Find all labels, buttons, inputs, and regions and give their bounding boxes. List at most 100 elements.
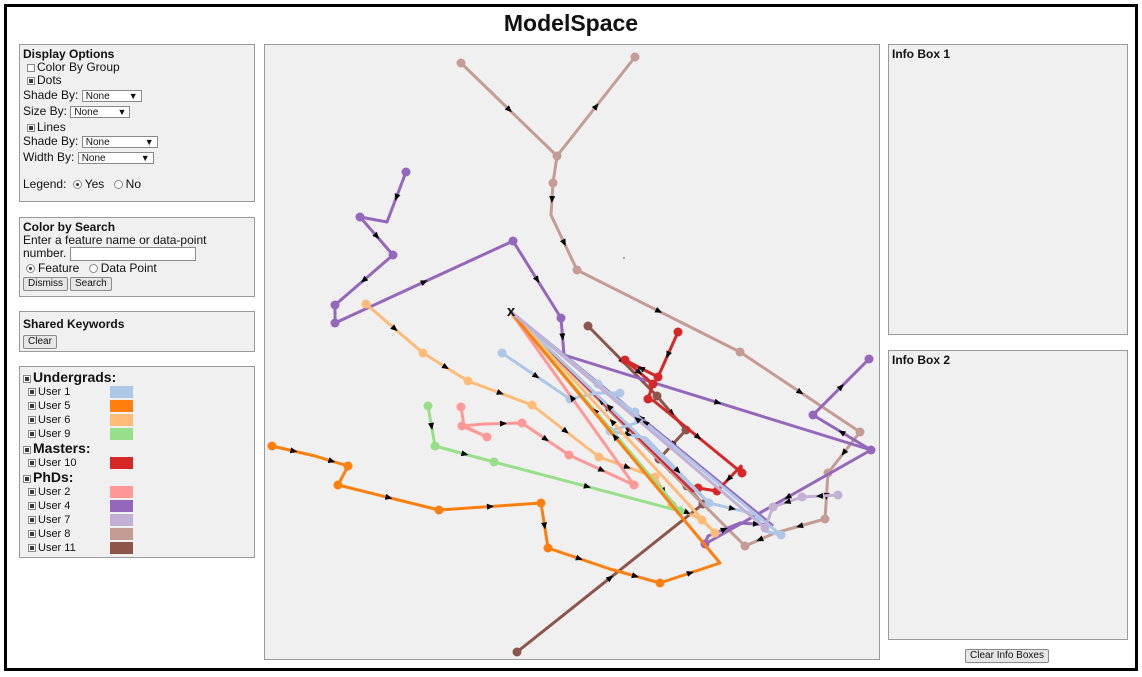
search-input[interactable] — [69, 247, 196, 261]
lines-shade-by-select[interactable]: None ▼ — [81, 135, 158, 148]
legend-color-swatch[interactable] — [110, 414, 133, 426]
data-point-user-10[interactable] — [673, 327, 683, 337]
legend-color-swatch[interactable] — [110, 457, 133, 469]
user-checkbox[interactable] — [28, 416, 36, 424]
legend-group-header[interactable]: Masters: — [23, 441, 251, 456]
data-point-user-2[interactable] — [457, 421, 467, 431]
data-point-user-10[interactable] — [643, 394, 653, 404]
group-checkbox[interactable] — [23, 446, 31, 454]
data-point-user-5[interactable] — [333, 480, 343, 490]
legend-no-radio[interactable] — [113, 180, 123, 189]
legend-color-swatch[interactable] — [110, 528, 133, 540]
data-point-user-6[interactable] — [710, 528, 720, 538]
data-point-user-8[interactable] — [630, 52, 640, 62]
legend-color-swatch[interactable] — [110, 400, 133, 412]
dismiss-button[interactable]: Dismiss — [23, 277, 68, 291]
legend-item[interactable]: User 11 — [23, 541, 251, 555]
color-by-group-checkbox[interactable] — [27, 64, 35, 72]
legend-item[interactable]: User 2 — [23, 485, 251, 499]
size-by-select[interactable]: None ▼ — [70, 105, 131, 118]
clear-keywords-button[interactable]: Clear — [23, 335, 57, 349]
data-point-user-7[interactable] — [760, 523, 770, 533]
user-checkbox[interactable] — [28, 488, 36, 496]
data-point-user-5[interactable] — [536, 498, 546, 508]
user-checkbox[interactable] — [28, 430, 36, 438]
data-point-user-11[interactable] — [512, 647, 522, 657]
dots-option[interactable]: Dots — [23, 74, 251, 87]
clear-info-boxes-button[interactable]: Clear Info Boxes — [965, 649, 1049, 663]
user-checkbox[interactable] — [28, 530, 36, 538]
legend-item[interactable]: User 6 — [23, 413, 251, 427]
data-point-user-5[interactable] — [267, 441, 277, 451]
plot-area[interactable]: x — [264, 44, 880, 660]
data-point-user-5[interactable] — [655, 578, 665, 588]
legend-item[interactable]: User 7 — [23, 513, 251, 527]
data-point-user-4[interactable] — [355, 212, 365, 222]
trajectory-line-user-2[interactable] — [459, 310, 636, 487]
legend-item[interactable]: User 10 — [23, 456, 251, 470]
trajectory-line-user-4[interactable] — [333, 171, 873, 452]
data-point-user-4[interactable] — [330, 300, 340, 310]
convergence-marker[interactable]: x — [507, 303, 516, 320]
data-point-radio[interactable] — [88, 264, 98, 273]
trajectory-plot[interactable]: x — [265, 45, 879, 659]
data-point-user-11[interactable] — [583, 321, 593, 331]
stray-point[interactable] — [623, 257, 625, 259]
data-point-user-2[interactable] — [456, 402, 466, 412]
data-point-user-4[interactable] — [388, 250, 398, 260]
color-by-group-option[interactable]: Color By Group — [23, 61, 251, 74]
data-point-user-10[interactable] — [653, 372, 663, 382]
data-point-user-10[interactable] — [648, 379, 658, 389]
dots-checkbox[interactable] — [27, 77, 35, 85]
data-point-user-4[interactable] — [330, 318, 340, 328]
data-point-user-5[interactable] — [434, 505, 444, 515]
data-point-user-4[interactable] — [401, 167, 411, 177]
legend-item[interactable]: User 5 — [23, 399, 251, 413]
dots-shade-by-select[interactable]: None ▼ — [81, 89, 142, 102]
data-point-user-7[interactable] — [833, 490, 843, 500]
data-point-user-6[interactable] — [463, 376, 473, 386]
data-point-user-4[interactable] — [864, 354, 874, 364]
data-point-user-7[interactable] — [797, 492, 807, 502]
data-point-user-10[interactable] — [737, 468, 747, 478]
data-point-user-8[interactable] — [548, 178, 558, 188]
legend-yes-radio[interactable] — [72, 180, 82, 189]
width-by-select[interactable]: None ▼ — [77, 151, 154, 164]
group-checkbox[interactable] — [23, 375, 31, 383]
data-point-user-1[interactable] — [776, 530, 786, 540]
data-point-user-9[interactable] — [423, 401, 433, 411]
data-point-user-1[interactable] — [497, 348, 507, 358]
data-point-user-7[interactable] — [768, 502, 778, 512]
data-point-user-2[interactable] — [629, 480, 639, 490]
data-point-user-5[interactable] — [343, 461, 353, 471]
data-point-user-10[interactable] — [620, 355, 630, 365]
user-checkbox[interactable] — [28, 502, 36, 510]
legend-color-swatch[interactable] — [110, 486, 133, 498]
data-point-user-11[interactable] — [652, 391, 662, 401]
trajectory-line-user-11[interactable] — [508, 309, 705, 654]
legend-item[interactable]: User 8 — [23, 527, 251, 541]
legend-group-header[interactable]: PhDs: — [23, 470, 251, 485]
data-point-user-8[interactable] — [740, 541, 750, 551]
data-point-user-6[interactable] — [527, 400, 537, 410]
data-point-user-6[interactable] — [594, 452, 604, 462]
data-point-user-6[interactable] — [697, 515, 707, 525]
data-point-user-4[interactable] — [808, 410, 818, 420]
data-point-user-5[interactable] — [543, 543, 553, 553]
data-point-user-2[interactable] — [482, 432, 492, 442]
data-point-user-6[interactable] — [361, 299, 371, 309]
data-point-user-1[interactable] — [615, 388, 625, 398]
legend-color-swatch[interactable] — [110, 514, 133, 526]
data-point-user-8[interactable] — [735, 347, 745, 357]
legend-color-swatch[interactable] — [110, 386, 133, 398]
lines-checkbox[interactable] — [27, 124, 35, 132]
lines-option[interactable]: Lines — [23, 121, 251, 134]
user-checkbox[interactable] — [28, 459, 36, 467]
trajectory-line-user-8[interactable] — [459, 56, 637, 158]
data-point-user-8[interactable] — [855, 427, 865, 437]
search-button[interactable]: Search — [70, 277, 112, 291]
data-point-user-8[interactable] — [572, 265, 582, 275]
trajectory-line-user-9[interactable] — [426, 310, 682, 513]
data-point-user-4[interactable] — [508, 236, 518, 246]
legend-color-swatch[interactable] — [110, 500, 133, 512]
